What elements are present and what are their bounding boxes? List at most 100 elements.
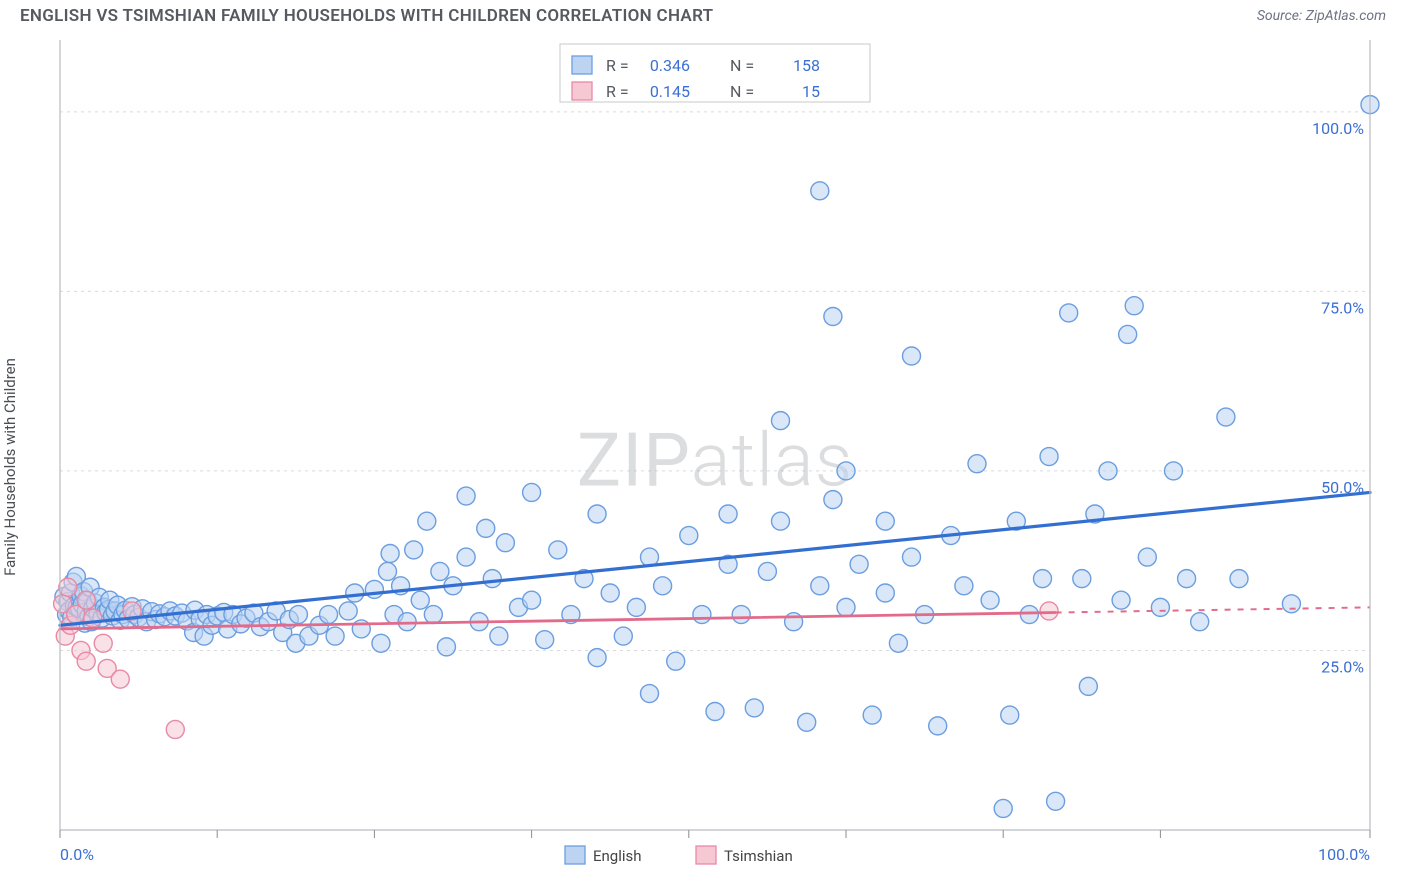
data-point (1230, 570, 1248, 588)
data-point (1040, 448, 1058, 466)
legend-series-label: English (593, 847, 642, 865)
data-point (289, 606, 307, 624)
data-point (1020, 606, 1038, 624)
watermark: ZIPatlas (577, 417, 853, 504)
data-point (876, 512, 894, 530)
legend-r-value: 0.145 (650, 82, 690, 101)
data-point (837, 462, 855, 480)
data-point (437, 638, 455, 656)
data-point (523, 591, 541, 609)
legend-swatch (696, 846, 716, 864)
data-point (339, 602, 357, 620)
data-point (1034, 570, 1052, 588)
data-point (772, 412, 790, 430)
y-tick-label: 100.0% (1312, 119, 1364, 138)
data-point (1119, 325, 1137, 343)
data-point (59, 578, 77, 596)
data-point (1282, 595, 1300, 613)
data-point (614, 627, 632, 645)
data-point (1047, 792, 1065, 810)
x-tick-label: 100.0% (1318, 845, 1370, 864)
data-point (431, 562, 449, 580)
data-point (365, 580, 383, 598)
source-label: Source: ZipAtlas.com (1257, 8, 1386, 24)
data-point (850, 555, 868, 573)
data-point (824, 308, 842, 326)
data-point (77, 591, 95, 609)
data-point (811, 577, 829, 595)
data-point (994, 799, 1012, 817)
data-point (981, 591, 999, 609)
legend-n-value: 15 (802, 82, 820, 101)
data-point (863, 706, 881, 724)
data-point (1060, 304, 1078, 322)
data-point (1079, 677, 1097, 695)
data-point (745, 699, 763, 717)
y-axis-label: Family Households with Children (1, 358, 19, 576)
data-point (1151, 598, 1169, 616)
data-point (1112, 591, 1130, 609)
legend-swatch (572, 82, 592, 100)
data-point (523, 483, 541, 501)
data-point (477, 519, 495, 537)
data-point (320, 606, 338, 624)
data-point (424, 606, 442, 624)
legend-n-label: N = (730, 82, 754, 101)
legend-series-label: Tsimshian (724, 847, 793, 865)
data-point (166, 720, 184, 738)
data-point (94, 634, 112, 652)
legend-n-label: N = (730, 56, 754, 75)
data-point (811, 182, 829, 200)
data-point (903, 347, 921, 365)
data-point (680, 527, 698, 545)
data-point (483, 570, 501, 588)
data-point (1125, 297, 1143, 315)
data-point (411, 591, 429, 609)
data-point (1191, 613, 1209, 631)
data-point (77, 652, 95, 670)
data-point (549, 541, 567, 559)
data-point (955, 577, 973, 595)
data-point (496, 534, 514, 552)
data-point (1178, 570, 1196, 588)
data-point (706, 703, 724, 721)
data-point (903, 548, 921, 566)
legend-r-value: 0.346 (650, 56, 690, 75)
chart-title: ENGLISH VS TSIMSHIAN FAMILY HOUSEHOLDS W… (20, 6, 713, 26)
data-point (1001, 706, 1019, 724)
data-point (824, 491, 842, 509)
chart-header: ENGLISH VS TSIMSHIAN FAMILY HOUSEHOLDS W… (0, 0, 1406, 30)
data-point (876, 584, 894, 602)
scatter-chart: 25.0%50.0%75.0%100.0%ZIPatlas0.0%100.0%R… (20, 30, 1386, 886)
data-point (379, 562, 397, 580)
data-point (732, 606, 750, 624)
data-point (1040, 602, 1058, 620)
x-tick-label: 0.0% (60, 845, 94, 864)
data-point (968, 455, 986, 473)
data-point (837, 598, 855, 616)
data-point (667, 652, 685, 670)
data-point (1073, 570, 1091, 588)
legend-swatch (572, 56, 592, 74)
y-tick-label: 25.0% (1321, 657, 1364, 676)
regression-line (60, 492, 1370, 625)
data-point (346, 584, 364, 602)
legend-r-label: R = (606, 82, 629, 101)
data-point (457, 548, 475, 566)
legend-r-label: R = (606, 56, 629, 75)
data-point (601, 584, 619, 602)
data-point (490, 627, 508, 645)
data-point (457, 487, 475, 505)
data-point (381, 545, 399, 563)
data-point (929, 717, 947, 735)
data-point (405, 541, 423, 559)
data-point (627, 598, 645, 616)
data-point (889, 634, 907, 652)
legend-n-value: 158 (793, 56, 820, 75)
data-point (654, 577, 672, 595)
data-point (84, 609, 102, 627)
data-point (588, 505, 606, 523)
data-point (693, 606, 711, 624)
data-point (372, 634, 390, 652)
data-point (418, 512, 436, 530)
